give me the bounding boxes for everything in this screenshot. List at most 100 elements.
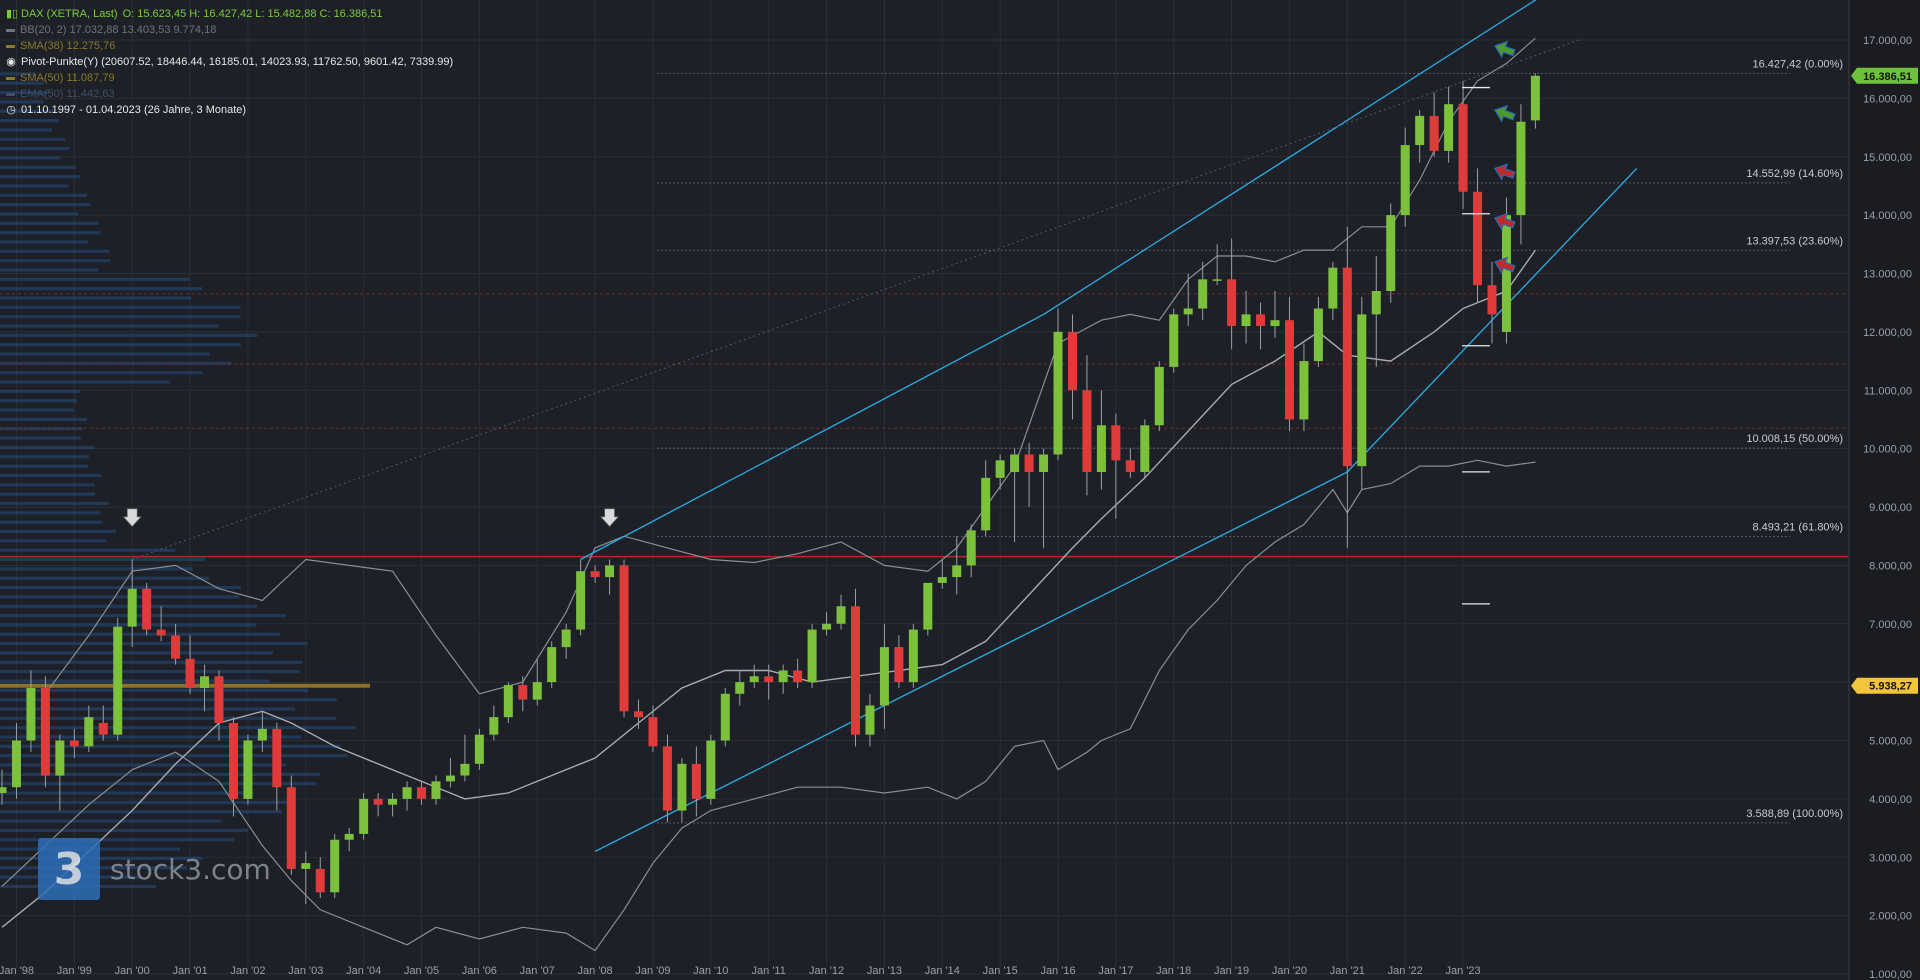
candle-up[interactable] (1415, 115, 1425, 146)
candle-up[interactable] (388, 798, 398, 805)
candle-up[interactable] (1328, 267, 1338, 309)
legend-range-row[interactable]: ◷ 01.10.1997 - 01.04.2023 (26 Jahre, 3 M… (6, 102, 453, 118)
candle-down[interactable] (171, 635, 181, 659)
candle-up[interactable] (474, 734, 484, 764)
candle-up[interactable] (865, 705, 875, 735)
candle-down[interactable] (156, 629, 166, 636)
legend-pivot-row[interactable]: ◉ Pivot-Punkte(Y) (20607.52, 18446.44, 1… (6, 54, 453, 70)
candle-up[interactable] (55, 740, 65, 776)
candle-up[interactable] (359, 798, 369, 834)
candle-down[interactable] (662, 746, 672, 811)
candle-up[interactable] (706, 740, 716, 799)
candle-up[interactable] (1386, 215, 1396, 292)
candle-up[interactable] (243, 740, 253, 799)
candle-up[interactable] (995, 460, 1005, 478)
candle-up[interactable] (1183, 308, 1193, 315)
candle-down[interactable] (648, 717, 658, 747)
candle-up[interactable] (952, 565, 962, 578)
candle-up[interactable] (1313, 308, 1323, 362)
candle-down[interactable] (1067, 331, 1077, 391)
candle-up[interactable] (1010, 454, 1020, 472)
legend-bb-row[interactable]: BB(20, 2) 17.032,88 13.403,53 9.774,18 (6, 22, 453, 38)
candle-up[interactable] (981, 477, 991, 531)
candle-down[interactable] (214, 676, 224, 723)
candle-down[interactable] (1227, 279, 1237, 327)
candle-down[interactable] (1487, 285, 1497, 315)
candle-down[interactable] (634, 711, 644, 718)
candle-up[interactable] (1501, 215, 1511, 332)
candle-down[interactable] (98, 722, 108, 735)
candle-down[interactable] (619, 565, 629, 712)
candle-up[interactable] (344, 833, 354, 840)
candle-up[interactable] (923, 582, 933, 630)
candle-up[interactable] (460, 763, 470, 776)
candle-down[interactable] (1125, 460, 1135, 472)
candle-down[interactable] (1342, 267, 1352, 467)
candle-up[interactable] (1371, 291, 1381, 315)
candle-up[interactable] (431, 781, 441, 799)
candle-down[interactable] (1473, 191, 1483, 286)
candle-up[interactable] (200, 676, 210, 688)
candle-up[interactable] (937, 577, 947, 583)
candle-down[interactable] (1111, 425, 1121, 461)
candle-up[interactable] (301, 863, 311, 869)
candle-down[interactable] (185, 658, 195, 688)
legend-ema50-row[interactable]: EMA(50) 11.442,63 (6, 86, 453, 102)
candle-down[interactable] (793, 670, 803, 683)
candle-up[interactable] (879, 647, 889, 706)
candle-up[interactable] (1096, 425, 1106, 472)
legend-sma50-row[interactable]: SMA(50) 11.087,79 (6, 70, 453, 86)
candle-down[interactable] (1082, 390, 1092, 472)
candle-down[interactable] (142, 588, 152, 630)
price-axis[interactable] (1849, 0, 1920, 980)
candle-up[interactable] (445, 775, 455, 782)
candle-down[interactable] (850, 606, 860, 735)
candle-up[interactable] (561, 629, 571, 648)
candle-down[interactable] (373, 798, 383, 805)
candle-up[interactable] (113, 626, 123, 735)
candle-down[interactable] (1284, 320, 1294, 420)
candle-up[interactable] (1270, 320, 1280, 327)
candle-down[interactable] (1429, 115, 1439, 151)
candle-down[interactable] (691, 763, 701, 799)
candle-up[interactable] (749, 676, 759, 683)
candle-up[interactable] (1400, 145, 1410, 216)
price-tag[interactable] (1851, 67, 1918, 84)
candle-up[interactable] (807, 629, 817, 683)
candle-down[interactable] (764, 676, 774, 683)
candle-up[interactable] (1154, 366, 1164, 426)
candle-up[interactable] (1357, 314, 1367, 467)
candle-up[interactable] (778, 670, 788, 683)
candle-down[interactable] (417, 787, 427, 799)
candle-down[interactable] (590, 571, 600, 578)
candle-up[interactable] (720, 693, 730, 741)
candle-up[interactable] (257, 728, 267, 741)
candle-up[interactable] (576, 571, 586, 630)
candle-up[interactable] (1241, 314, 1251, 327)
candle-up[interactable] (966, 530, 976, 566)
candle-up[interactable] (1530, 75, 1540, 121)
candle-up[interactable] (908, 629, 918, 683)
candle-up[interactable] (1444, 104, 1454, 151)
legend-sma38-row[interactable]: SMA(38) 12.275,76 (6, 38, 453, 54)
legend-main-row[interactable]: ▮▯ DAX (XETRA, Last) O: 15.623,45 H: 16.… (6, 6, 453, 22)
candle-up[interactable] (822, 623, 832, 630)
candle-down[interactable] (272, 728, 282, 788)
candle-up[interactable] (1053, 331, 1063, 455)
candle-up[interactable] (1169, 314, 1179, 367)
candle-down[interactable] (1024, 454, 1034, 472)
candle-up[interactable] (532, 682, 542, 700)
candle-down[interactable] (315, 868, 325, 893)
candle-up[interactable] (489, 717, 499, 735)
candle-up[interactable] (127, 588, 137, 627)
candle-up[interactable] (836, 606, 846, 624)
candle-down[interactable] (894, 647, 904, 683)
candle-down[interactable] (1256, 314, 1266, 327)
candle-up[interactable] (1212, 279, 1222, 281)
candle-up[interactable] (402, 787, 412, 799)
candle-down[interactable] (228, 722, 238, 799)
candle-down[interactable] (1458, 104, 1468, 192)
price-tag[interactable] (1851, 677, 1918, 694)
candle-up[interactable] (1039, 454, 1049, 472)
candle-down[interactable] (69, 740, 79, 747)
